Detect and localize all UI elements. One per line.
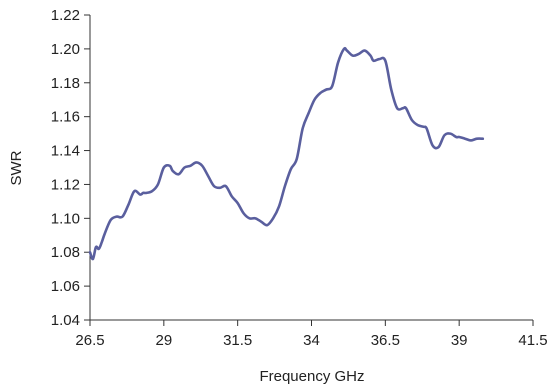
- y-tick-label: 1.04: [51, 312, 80, 329]
- x-tick-label: 26.5: [75, 332, 104, 349]
- x-axis-title: Frequency GHz: [259, 368, 364, 385]
- y-tick-label: 1.18: [51, 75, 80, 92]
- y-tick-label: 1.14: [51, 143, 80, 160]
- axes: [89, 15, 533, 321]
- y-tick-label: 1.10: [51, 210, 80, 227]
- x-tick-label: 31.5: [223, 332, 252, 349]
- series-layer: [88, 46, 485, 261]
- y-tick-label: 1.12: [51, 176, 80, 193]
- x-tick-label: 36.5: [371, 332, 400, 349]
- swr-series-line: [88, 46, 485, 261]
- y-axis-title: SWR: [8, 150, 25, 185]
- y-tick-label: 1.22: [51, 7, 80, 24]
- x-tick-label: 41.5: [518, 332, 547, 349]
- y-tick-label: 1.08: [51, 244, 80, 261]
- x-tick-label: 34: [303, 332, 320, 349]
- y-tick-label: 1.16: [51, 109, 80, 126]
- ticks: 1.04 1.06 1.08 1.10 1.12 1.14 1.16 1.18 1.20 1.22…: [51, 7, 548, 349]
- y-tick-label: 1.20: [51, 41, 80, 58]
- x-tick-label: 39: [451, 332, 468, 349]
- x-tick-label: 29: [155, 332, 172, 349]
- y-tick-label: 1.06: [51, 278, 80, 295]
